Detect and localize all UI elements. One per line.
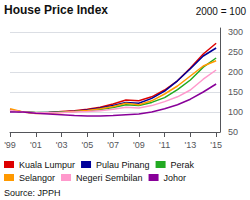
- svg-text:'01: '01: [30, 140, 42, 150]
- svg-text:200: 200: [228, 67, 243, 77]
- svg-text:2000 = 100: 2000 = 100: [196, 6, 247, 17]
- svg-text:50: 50: [228, 127, 238, 137]
- svg-text:'99: '99: [4, 140, 16, 150]
- svg-text:'15: '15: [210, 140, 222, 150]
- svg-text:Kuala Lumpur: Kuala Lumpur: [19, 160, 75, 170]
- svg-text:House Price Index: House Price Index: [4, 3, 108, 17]
- svg-text:'13: '13: [185, 140, 197, 150]
- svg-text:Negeri Sembilan: Negeri Sembilan: [76, 173, 143, 183]
- svg-text:'03: '03: [56, 140, 68, 150]
- svg-text:250: 250: [228, 47, 243, 57]
- svg-text:150: 150: [228, 87, 243, 97]
- svg-text:Perak: Perak: [171, 160, 195, 170]
- svg-text:Johor: Johor: [164, 173, 187, 183]
- svg-text:Source: JPPH: Source: JPPH: [4, 188, 61, 198]
- svg-text:'11: '11: [159, 140, 170, 150]
- svg-text:'05: '05: [81, 140, 93, 150]
- svg-text:Pulau Pinang: Pulau Pinang: [96, 160, 150, 170]
- svg-text:Selangor: Selangor: [19, 173, 55, 183]
- svg-text:'07: '07: [107, 140, 119, 150]
- svg-text:100: 100: [228, 107, 243, 117]
- svg-text:300: 300: [228, 27, 243, 37]
- svg-text:'09: '09: [133, 140, 145, 150]
